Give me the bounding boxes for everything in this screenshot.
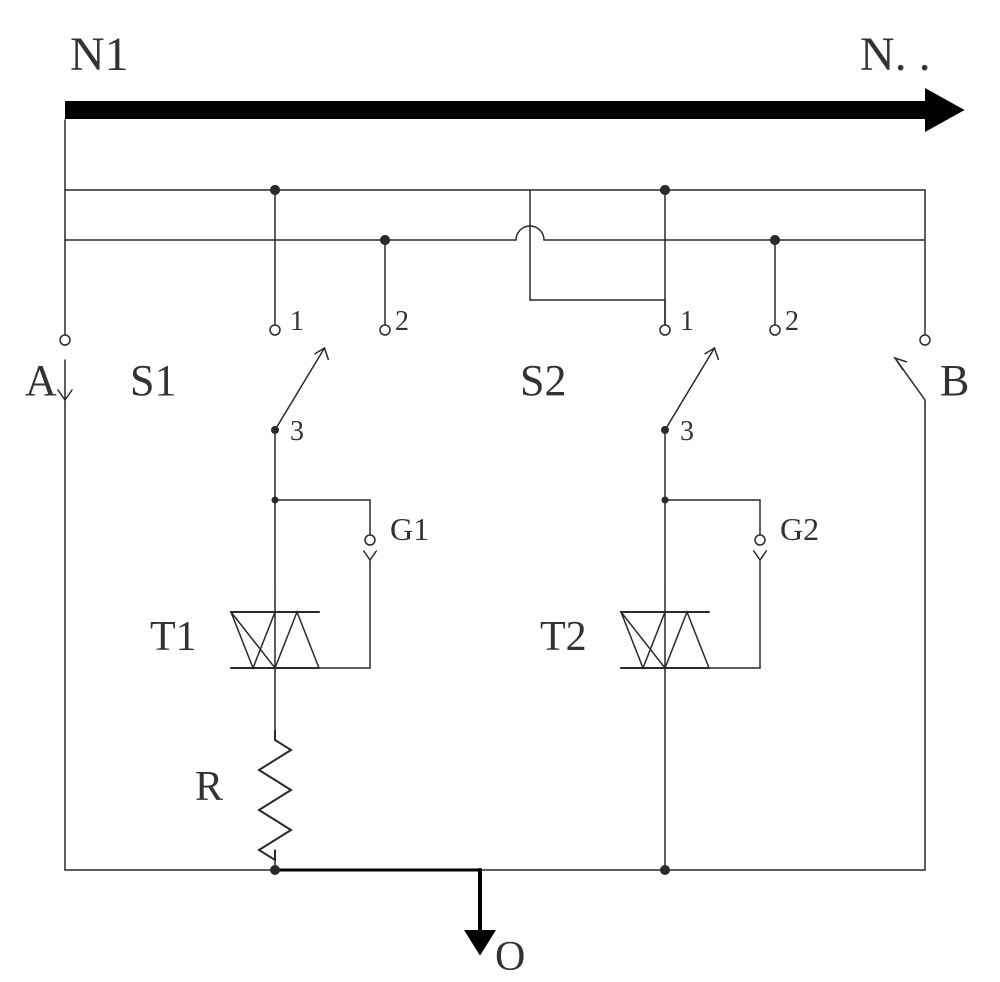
bus-bar xyxy=(65,101,925,119)
label-S1: S1 xyxy=(130,356,176,405)
label-s1_2: 2 xyxy=(395,306,409,337)
resistor-R xyxy=(259,730,291,860)
label-s2_2: 2 xyxy=(785,306,799,337)
bus-arrow xyxy=(925,88,965,132)
label-A: A xyxy=(25,356,57,405)
label-s1_3: 3 xyxy=(290,416,304,447)
label-G2: G2 xyxy=(780,511,819,547)
label-s2_3: 3 xyxy=(680,416,694,447)
label-G1: G1 xyxy=(390,511,429,547)
label-N1: N1 xyxy=(70,28,129,81)
label-O: O xyxy=(495,934,525,980)
label-s2_1: 1 xyxy=(680,306,694,337)
label-s1_1: 1 xyxy=(290,306,304,337)
label-B: B xyxy=(940,356,969,405)
label-S2: S2 xyxy=(520,356,566,405)
label-R: R xyxy=(195,764,223,810)
label-T1: T1 xyxy=(150,614,197,660)
output-arrow xyxy=(464,930,496,956)
circuit-diagram: N1 N. . A B S1 S2 T1 T2 G1 G2 R O 1 2 3 1 2 3 xyxy=(0,0,1000,982)
label-Ndd: N. . xyxy=(860,28,931,81)
label-T2: T2 xyxy=(540,614,587,660)
